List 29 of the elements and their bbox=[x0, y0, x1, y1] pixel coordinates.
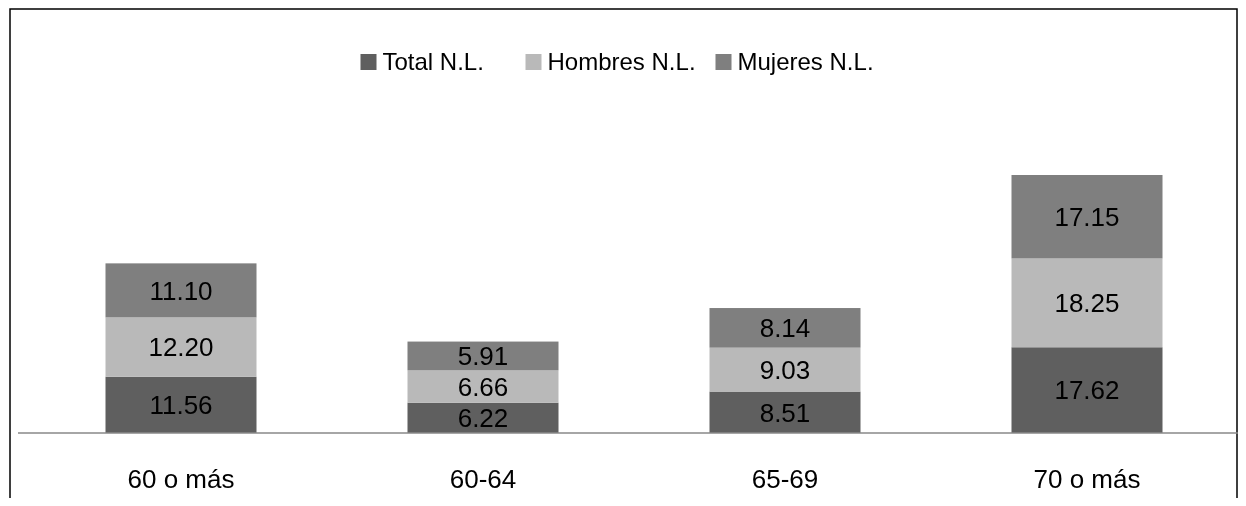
bar bbox=[105, 317, 257, 377]
x-tick-label: 60 o más bbox=[127, 464, 235, 494]
bar bbox=[709, 308, 861, 348]
legend-label: Hombres N.L. bbox=[547, 48, 696, 75]
x-tick-label: 60-64 bbox=[449, 464, 517, 494]
legend-label: Total N.L. bbox=[382, 48, 484, 75]
bar bbox=[1011, 175, 1163, 259]
data-label: 8.51 bbox=[759, 397, 811, 428]
data-label: 18.25 bbox=[1054, 288, 1120, 319]
bar bbox=[105, 376, 257, 433]
data-label: 9.03 bbox=[759, 354, 811, 385]
data-label: 6.22 bbox=[457, 403, 509, 434]
data-label: 6.66 bbox=[457, 371, 509, 402]
bar bbox=[1011, 258, 1163, 348]
data-label: 17.62 bbox=[1054, 375, 1120, 406]
bar bbox=[105, 263, 257, 318]
data-label: 5.91 bbox=[457, 341, 509, 372]
legend-label: Mujeres N.L. bbox=[737, 48, 874, 75]
bar bbox=[1011, 347, 1163, 433]
data-label: 11.10 bbox=[149, 275, 213, 306]
bar bbox=[709, 347, 861, 392]
bar bbox=[709, 391, 861, 433]
data-label: 11.56 bbox=[149, 390, 213, 421]
x-tick-label: 65-69 bbox=[751, 464, 819, 494]
x-tick-label: 70 o más bbox=[1033, 464, 1141, 494]
bar bbox=[407, 370, 559, 403]
data-label: 8.14 bbox=[759, 313, 811, 344]
data-label: 17.15 bbox=[1054, 202, 1120, 233]
data-label: 12.20 bbox=[148, 332, 214, 363]
